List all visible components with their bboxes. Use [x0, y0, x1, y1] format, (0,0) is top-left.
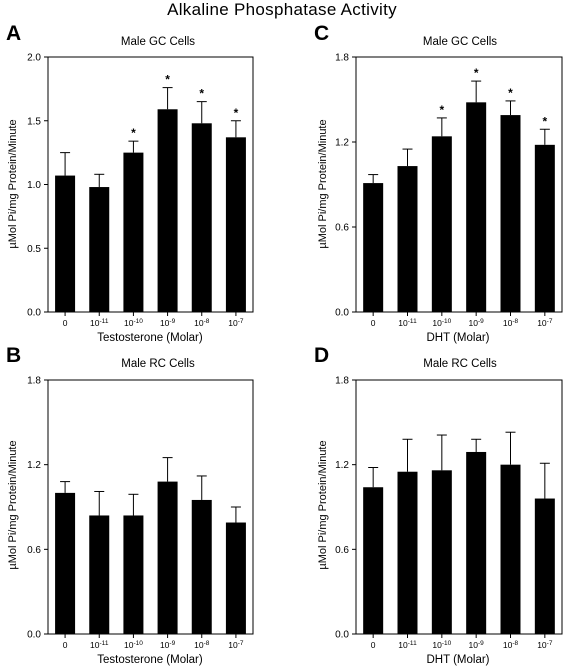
panel-c-bar	[466, 102, 487, 312]
panel-a-significance-marker: *	[234, 106, 239, 120]
panel-b-xtick-label: 10-9	[160, 640, 176, 650]
panel-letter-b: B	[6, 344, 22, 367]
panel-c-bar	[397, 166, 418, 312]
panel-d-title: Male RC Cells	[423, 358, 497, 370]
panel-c-ytick-label: 0.6	[335, 223, 349, 234]
panel-b-xtick-label: 10-10	[124, 640, 143, 650]
panel-letter-d: D	[314, 344, 330, 367]
panel-c-bar	[363, 183, 384, 312]
panel-c-xtick-label: 0	[371, 318, 376, 328]
panel-c-significance-marker: *	[508, 86, 513, 100]
panel-b-bar	[55, 492, 76, 634]
panel-letter-c: C	[314, 22, 330, 45]
panel-b-ytick-label: 1.8	[27, 376, 41, 387]
panel-a-significance-marker: *	[131, 126, 136, 140]
panel-d-ytick-label: 0.6	[335, 545, 349, 556]
panel-c-bar	[534, 144, 555, 312]
panel-a-bar	[225, 137, 246, 312]
panel-d-ytick-label: 1.8	[335, 376, 349, 387]
panel-c-ytick-label: 1.8	[335, 53, 349, 64]
panel-a-ytick-label: 0.5	[27, 244, 41, 255]
panel-c-significance-marker: *	[439, 103, 444, 117]
panel-b-frame	[47, 379, 254, 635]
panel-b-bar	[123, 515, 144, 634]
panel-c-xtick-label: 10-9	[469, 318, 485, 328]
panel-d-bar	[363, 487, 384, 634]
panel-a-frame	[47, 56, 254, 313]
panel-d-bar	[500, 464, 521, 634]
panel-d-xtick-label: 10-7	[537, 640, 553, 650]
panel-b-bar	[89, 515, 110, 634]
panel-c-xlabel: DHT (Molar)	[426, 332, 490, 344]
panel-b-ytick-label: 0.0	[27, 630, 41, 641]
panel-a-title: Male GC Cells	[120, 36, 196, 48]
panel-b-xtick-label: 10-8	[194, 640, 210, 650]
panel-a-bar	[157, 109, 178, 313]
panel-a-xlabel: Testosterone (Molar)	[97, 332, 203, 344]
panel-a-significance-marker: *	[199, 87, 204, 101]
panel-c-frame	[355, 56, 563, 313]
panel-a-significance-marker: *	[165, 73, 170, 87]
panel-a-xtick-label: 10-9	[160, 318, 176, 328]
panel-d-bar	[397, 471, 418, 634]
panel-c-title: Male GC Cells	[422, 36, 498, 48]
panel-d-xtick-label: 10-10	[432, 640, 451, 650]
panel-a-xtick-label: 0	[63, 318, 68, 328]
panel-b-ytick-label: 0.6	[27, 545, 41, 556]
panel-c-ytick-label: 0.0	[335, 308, 349, 319]
panel-d-ytick-label: 1.2	[335, 460, 349, 471]
panel-a-ytick-label: 1.5	[27, 116, 41, 127]
panel-d-bar	[431, 470, 452, 634]
panel-c-significance-marker: *	[474, 66, 479, 80]
panel-b-bar	[225, 522, 246, 634]
panel-b-xlabel: Testosterone (Molar)	[97, 654, 203, 666]
panel-a-bar	[123, 152, 144, 312]
panel-b-title: Male RC Cells	[121, 358, 195, 370]
panel-a-bar	[191, 123, 212, 312]
panel-letter-a: A	[6, 22, 22, 45]
panel-a-ytick-label: 0.0	[27, 308, 41, 319]
figure-title: Alkaline Phosphatase Activity	[167, 0, 397, 19]
panel-d-xtick-label: 10-8	[503, 640, 519, 650]
panel-a-xtick-label: 10-11	[90, 318, 109, 328]
panel-d-bar	[534, 498, 555, 634]
panel-c-xtick-label: 10-8	[503, 318, 519, 328]
panel-d-xtick-label: 10-11	[398, 640, 417, 650]
panel-b-xtick-label: 10-7	[228, 640, 244, 650]
panel-d-frame	[355, 379, 563, 635]
panel-d-xlabel: DHT (Molar)	[426, 654, 490, 666]
panel-c-significance-marker: *	[542, 114, 547, 128]
panel-b-ytick-label: 1.2	[27, 460, 41, 471]
panel-c-xtick-label: 10-7	[537, 318, 553, 328]
panel-c-bar	[431, 136, 452, 312]
panel-c-bar	[500, 115, 521, 312]
panel-c-xtick-label: 10-11	[398, 318, 417, 328]
panel-c-xtick-label: 10-10	[432, 318, 451, 328]
panel-a-xtick-label: 10-7	[228, 318, 244, 328]
panel-d-xtick-label: 0	[371, 640, 376, 650]
panel-a-ytick-label: 2.0	[27, 53, 41, 64]
panel-b-xtick-label: 0	[63, 640, 68, 650]
panel-b-bar	[191, 499, 212, 634]
panel-b-xtick-label: 10-11	[90, 640, 109, 650]
panel-a-bar	[55, 175, 76, 312]
panel-a-ytick-label: 1.0	[27, 180, 41, 191]
panel-a-bar	[89, 187, 110, 312]
panel-a-xtick-label: 10-10	[124, 318, 143, 328]
panel-d-bar	[466, 451, 487, 634]
panel-d-ytick-label: 0.0	[335, 630, 349, 641]
panel-a-xtick-label: 10-8	[194, 318, 210, 328]
panel-c-ytick-label: 1.2	[335, 138, 349, 149]
panel-b-bar	[157, 481, 178, 634]
panel-d-xtick-label: 10-9	[469, 640, 485, 650]
